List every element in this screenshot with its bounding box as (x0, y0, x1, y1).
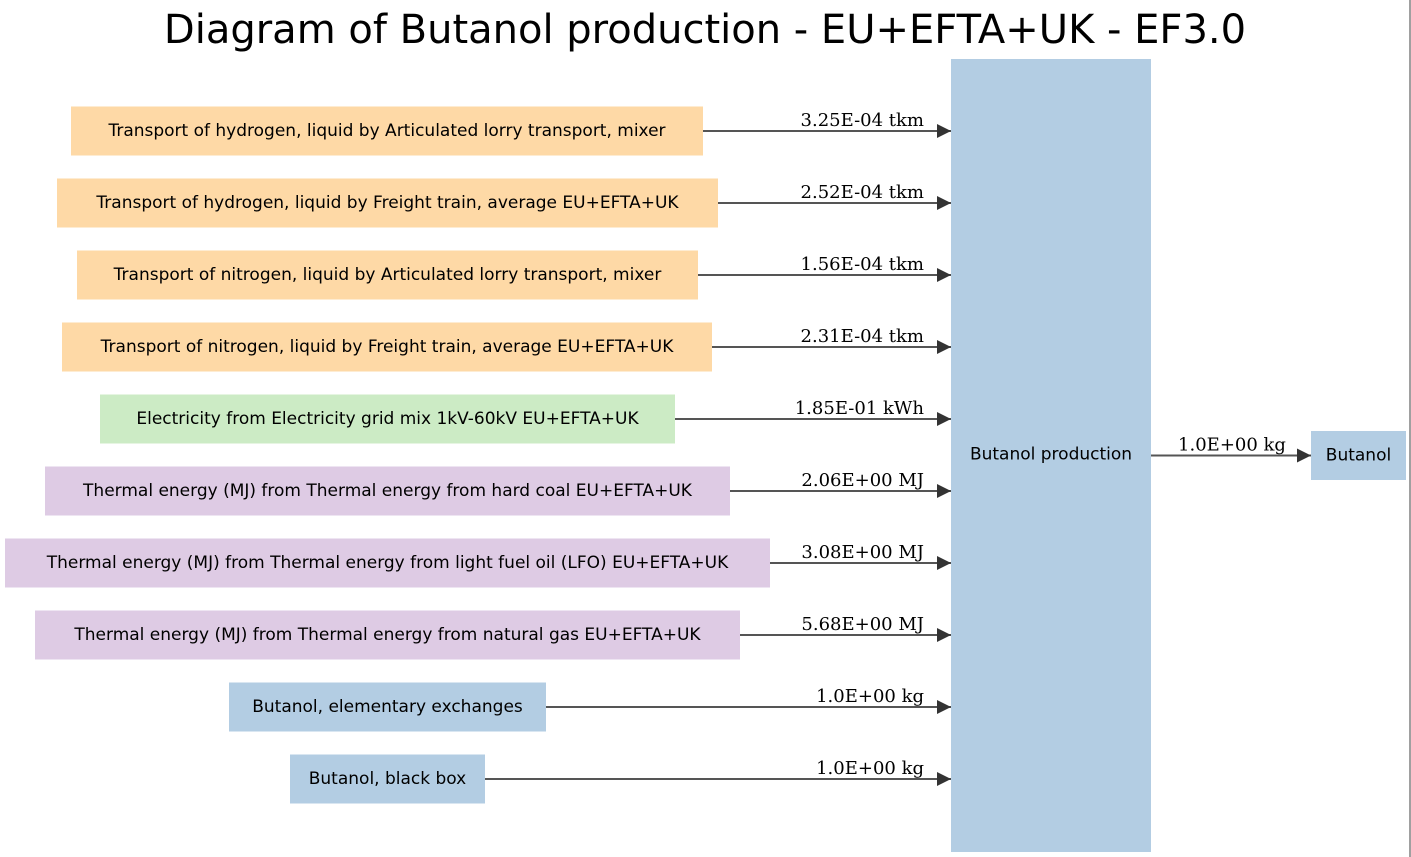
input-node-transport[interactable]: Transport of nitrogen, liquid by Freight… (62, 322, 712, 372)
input-node-label: Butanol, elementary exchanges (252, 697, 523, 717)
input-edge-amount: 2.52E-04 tkm (801, 182, 924, 203)
output-node-label: Butanol (1326, 446, 1391, 466)
input-edge: 1.85E-01 kWh (675, 398, 951, 426)
input-node-box[interactable] (77, 250, 698, 300)
input-node-label: Thermal energy (MJ) from Thermal energy … (82, 481, 693, 501)
center-node-box[interactable] (951, 59, 1151, 852)
input-node-label: Electricity from Electricity grid mix 1k… (136, 409, 639, 429)
input-node-label: Thermal energy (MJ) from Thermal energy … (73, 625, 701, 645)
output-node-box[interactable] (1311, 431, 1406, 480)
input-node-box[interactable] (71, 106, 703, 156)
output-edge-amount: 1.0E+00 kg (1178, 435, 1286, 456)
center-node[interactable]: Butanol production (951, 59, 1151, 852)
input-edge: 5.68E+00 MJ (740, 614, 951, 642)
input-node-box[interactable] (45, 466, 730, 516)
input-node-label: Thermal energy (MJ) from Thermal energy … (46, 553, 729, 573)
output-edge: 1.0E+00 kg (1151, 435, 1311, 463)
input-node-label: Butanol, black box (309, 769, 466, 789)
input-edge: 3.08E+00 MJ (770, 542, 951, 570)
center-node-label: Butanol production (970, 445, 1132, 465)
edges-layer: 3.25E-04 tkm 2.52E-04 tkm 1.56E-04 tkm 2.31… (485, 110, 951, 786)
input-node-transport[interactable]: Transport of hydrogen, liquid by Articul… (71, 106, 703, 156)
input-edge-amount: 1.56E-04 tkm (801, 254, 924, 275)
input-node-label: Transport of nitrogen, liquid by Articul… (113, 265, 662, 285)
input-edge: 2.52E-04 tkm (718, 182, 951, 210)
window-edge-divider (1409, 0, 1411, 857)
input-node-box[interactable] (57, 178, 718, 228)
input-edge-amount: 3.08E+00 MJ (801, 542, 924, 563)
input-node-label: Transport of nitrogen, liquid by Freight… (100, 337, 675, 357)
input-edge-amount: 1.0E+00 kg (816, 686, 924, 707)
input-edge: 2.31E-04 tkm (712, 326, 951, 354)
input-node-transport[interactable]: Transport of nitrogen, liquid by Articul… (77, 250, 698, 300)
input-node-thermal[interactable]: Thermal energy (MJ) from Thermal energy … (35, 610, 740, 660)
input-edge-amount: 1.0E+00 kg (816, 758, 924, 779)
input-node-box[interactable] (229, 682, 546, 732)
input-node-thermal[interactable]: Thermal energy (MJ) from Thermal energy … (45, 466, 730, 516)
input-node-butanol[interactable]: Butanol, black box (290, 754, 485, 804)
input-node-electricity[interactable]: Electricity from Electricity grid mix 1k… (100, 394, 675, 444)
input-edge-amount: 1.85E-01 kWh (795, 398, 925, 419)
input-node-label: Transport of hydrogen, liquid by Freight… (95, 193, 679, 213)
input-edge: 1.0E+00 kg (546, 686, 951, 714)
input-nodes-layer: Transport of hydrogen, liquid by Articul… (5, 106, 770, 804)
input-node-transport[interactable]: Transport of hydrogen, liquid by Freight… (57, 178, 718, 228)
input-node-box[interactable] (100, 394, 675, 444)
input-edge: 3.25E-04 tkm (703, 110, 951, 138)
input-node-box[interactable] (290, 754, 485, 804)
input-node-butanol[interactable]: Butanol, elementary exchanges (229, 682, 546, 732)
input-node-box[interactable] (35, 610, 740, 660)
input-node-box[interactable] (62, 322, 712, 372)
input-edge-amount: 5.68E+00 MJ (801, 614, 924, 635)
input-edge: 1.0E+00 kg (485, 758, 951, 786)
output-node[interactable]: Butanol (1311, 431, 1406, 480)
input-edge-amount: 2.31E-04 tkm (801, 326, 924, 347)
diagram-title: Diagram of Butanol production - EU+EFTA+… (164, 7, 1246, 53)
input-edge-amount: 2.06E+00 MJ (801, 470, 924, 491)
input-node-thermal[interactable]: Thermal energy (MJ) from Thermal energy … (5, 538, 770, 588)
input-node-box[interactable] (5, 538, 770, 588)
input-edge: 1.56E-04 tkm (698, 254, 951, 282)
input-edge: 2.06E+00 MJ (730, 470, 951, 498)
input-node-label: Transport of hydrogen, liquid by Articul… (107, 121, 665, 141)
input-edge-amount: 3.25E-04 tkm (801, 110, 924, 131)
